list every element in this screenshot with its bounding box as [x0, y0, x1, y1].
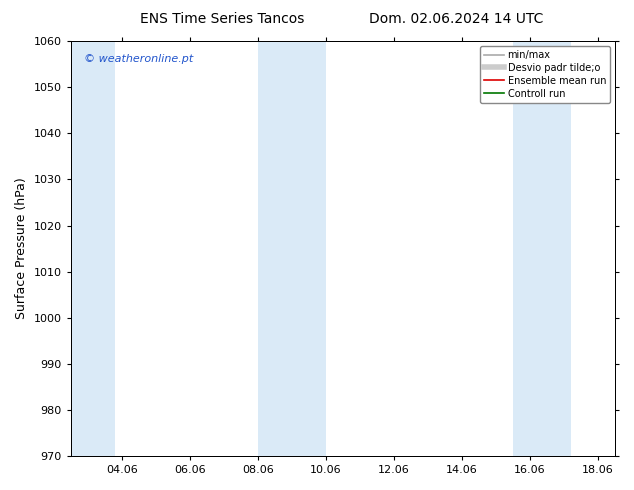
Bar: [513, 41, 571, 456]
Legend: min/max, Desvio padr tilde;o, Ensemble mean run, Controll run: min/max, Desvio padr tilde;o, Ensemble m…: [481, 46, 610, 102]
Bar: [258, 41, 326, 456]
Text: Dom. 02.06.2024 14 UTC: Dom. 02.06.2024 14 UTC: [369, 12, 544, 26]
Y-axis label: Surface Pressure (hPa): Surface Pressure (hPa): [15, 178, 28, 319]
Bar: [71, 41, 115, 456]
Text: © weatheronline.pt: © weatheronline.pt: [84, 54, 193, 64]
Text: ENS Time Series Tancos: ENS Time Series Tancos: [139, 12, 304, 26]
